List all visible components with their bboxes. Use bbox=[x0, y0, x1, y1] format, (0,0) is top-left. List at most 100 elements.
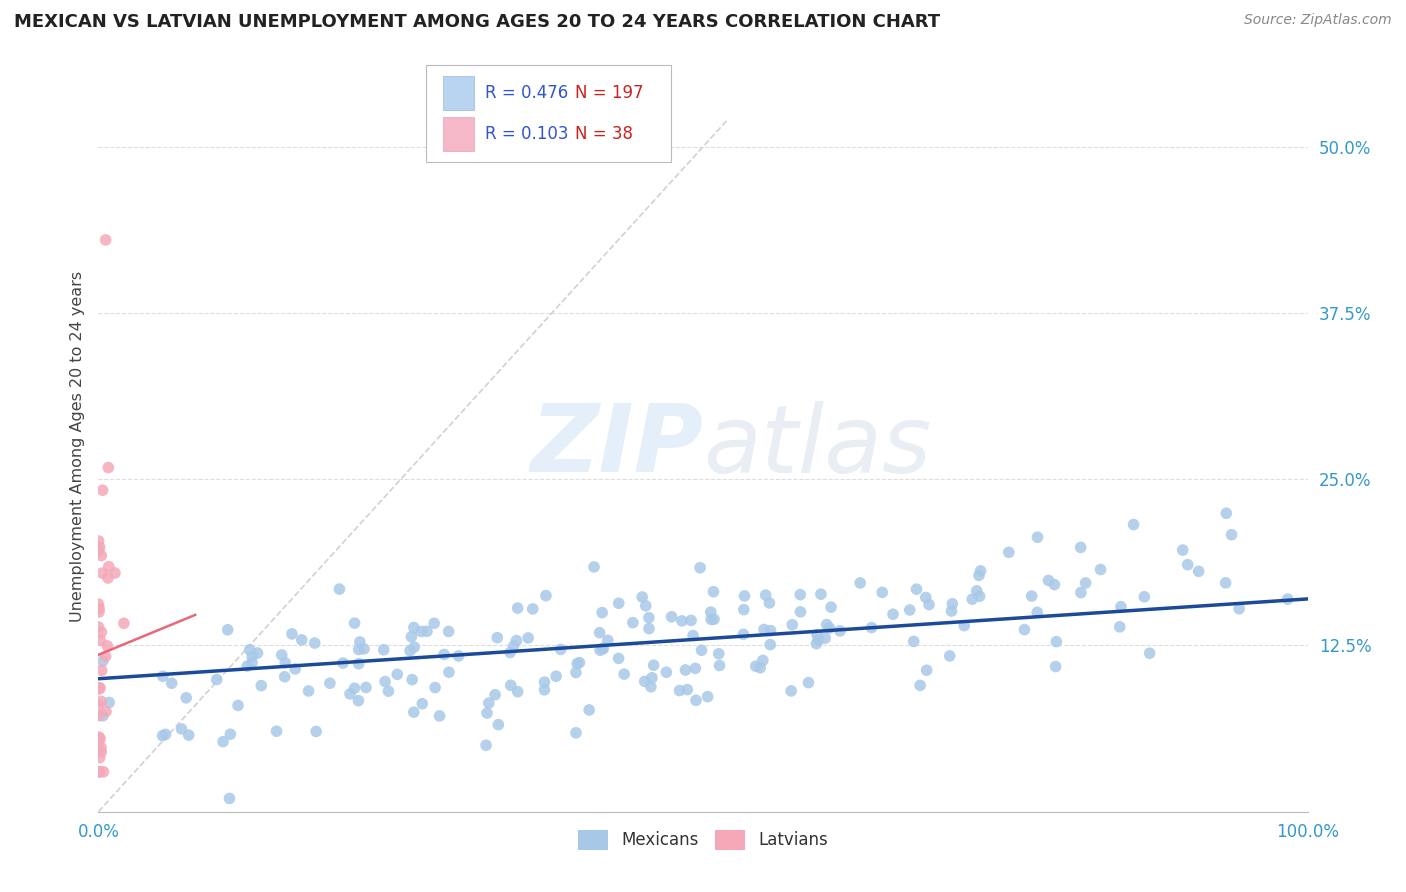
Point bbox=[1171, 543, 1194, 558]
Point bbox=[1108, 620, 1130, 634]
Point bbox=[305, 724, 328, 739]
Point bbox=[404, 640, 426, 655]
Point bbox=[89, 764, 111, 779]
Point bbox=[1122, 517, 1144, 532]
Point bbox=[155, 727, 177, 741]
Point bbox=[240, 656, 263, 670]
Point bbox=[332, 656, 354, 670]
Point bbox=[733, 627, 755, 641]
Point bbox=[437, 665, 460, 680]
Point bbox=[304, 636, 326, 650]
Point bbox=[582, 560, 605, 574]
Point bbox=[486, 717, 509, 731]
Point bbox=[807, 633, 830, 648]
Point bbox=[914, 591, 936, 605]
Point bbox=[499, 678, 522, 692]
Point bbox=[592, 641, 614, 656]
Point bbox=[218, 791, 240, 805]
Point bbox=[682, 629, 704, 643]
Point bbox=[246, 646, 269, 660]
Point bbox=[700, 605, 723, 619]
Point bbox=[240, 649, 263, 664]
Point bbox=[347, 657, 370, 671]
Point bbox=[347, 693, 370, 707]
Text: ZIP: ZIP bbox=[530, 400, 703, 492]
Point bbox=[250, 679, 273, 693]
Point bbox=[752, 623, 775, 637]
Point bbox=[89, 750, 111, 764]
Point bbox=[696, 690, 718, 704]
Point bbox=[1215, 506, 1237, 520]
Point bbox=[353, 642, 375, 657]
Point bbox=[908, 678, 931, 692]
Point bbox=[87, 597, 110, 611]
Point bbox=[565, 726, 588, 740]
Point bbox=[1070, 541, 1092, 555]
Point bbox=[517, 631, 540, 645]
Point bbox=[478, 696, 501, 710]
Point bbox=[89, 601, 111, 615]
Point bbox=[806, 637, 828, 651]
Point bbox=[567, 657, 589, 671]
Point bbox=[1014, 623, 1036, 637]
Point bbox=[87, 620, 110, 634]
Point bbox=[411, 697, 433, 711]
Point bbox=[170, 722, 193, 736]
Point bbox=[533, 675, 555, 690]
Point bbox=[631, 590, 654, 604]
Point bbox=[152, 669, 174, 683]
Point bbox=[1227, 601, 1250, 615]
Point bbox=[870, 585, 893, 599]
Point bbox=[1043, 577, 1066, 591]
Point bbox=[634, 674, 657, 689]
Point bbox=[643, 658, 665, 673]
Point bbox=[675, 663, 697, 677]
Point bbox=[969, 589, 991, 603]
Point bbox=[707, 647, 730, 661]
Point bbox=[1045, 659, 1067, 673]
Point bbox=[588, 625, 610, 640]
Point bbox=[90, 740, 112, 755]
Point bbox=[613, 667, 636, 681]
Point bbox=[661, 609, 683, 624]
Point bbox=[387, 667, 409, 681]
Point bbox=[437, 624, 460, 639]
Point bbox=[882, 607, 904, 622]
Point bbox=[505, 633, 527, 648]
Point bbox=[87, 544, 110, 558]
Point bbox=[1188, 565, 1211, 579]
Point bbox=[91, 654, 114, 668]
Point bbox=[205, 673, 228, 687]
Point bbox=[447, 648, 470, 663]
Point bbox=[475, 706, 498, 720]
Point bbox=[486, 631, 509, 645]
Legend: Mexicans, Latvians: Mexicans, Latvians bbox=[569, 822, 837, 858]
Point bbox=[402, 621, 425, 635]
Point bbox=[89, 681, 111, 695]
Point bbox=[818, 621, 841, 635]
Point bbox=[522, 602, 544, 616]
Point bbox=[733, 602, 755, 616]
Point bbox=[744, 659, 766, 673]
Point bbox=[780, 617, 803, 632]
Point bbox=[1109, 599, 1132, 614]
Point bbox=[1139, 646, 1161, 660]
Point bbox=[339, 687, 361, 701]
Point bbox=[534, 589, 557, 603]
Point bbox=[401, 630, 423, 644]
Point bbox=[297, 684, 319, 698]
Point bbox=[91, 566, 114, 581]
Point bbox=[1045, 634, 1067, 648]
Point bbox=[94, 233, 117, 247]
Point bbox=[681, 614, 703, 628]
Point bbox=[90, 664, 112, 678]
Point bbox=[354, 681, 377, 695]
Point bbox=[592, 641, 614, 656]
Text: N = 38: N = 38 bbox=[575, 126, 633, 144]
Point bbox=[903, 634, 925, 648]
Point bbox=[506, 601, 529, 615]
Point bbox=[546, 669, 568, 683]
Text: MEXICAN VS LATVIAN UNEMPLOYMENT AMONG AGES 20 TO 24 YEARS CORRELATION CHART: MEXICAN VS LATVIAN UNEMPLOYMENT AMONG AG… bbox=[14, 13, 941, 31]
Point bbox=[343, 681, 366, 696]
Point bbox=[91, 483, 114, 498]
